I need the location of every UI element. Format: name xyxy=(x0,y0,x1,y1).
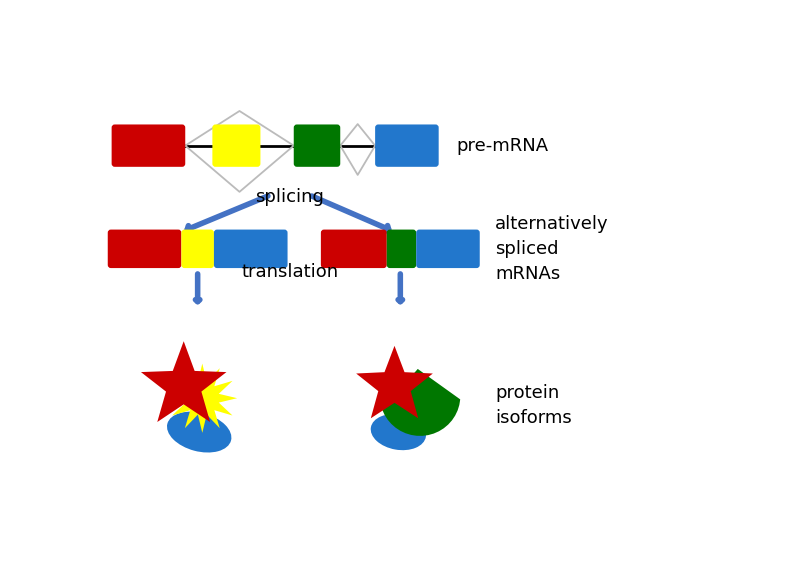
Ellipse shape xyxy=(167,412,231,452)
Text: splicing: splicing xyxy=(255,188,324,206)
FancyBboxPatch shape xyxy=(321,229,386,268)
FancyBboxPatch shape xyxy=(212,125,261,167)
FancyBboxPatch shape xyxy=(294,125,340,167)
Polygon shape xyxy=(167,364,237,433)
Text: translation: translation xyxy=(242,263,338,281)
Text: alternatively
spliced
mRNAs: alternatively spliced mRNAs xyxy=(495,215,609,283)
Polygon shape xyxy=(141,341,226,422)
FancyBboxPatch shape xyxy=(182,229,214,268)
FancyBboxPatch shape xyxy=(386,229,416,268)
FancyBboxPatch shape xyxy=(108,229,182,268)
Text: protein
isoforms: protein isoforms xyxy=(495,384,572,427)
FancyBboxPatch shape xyxy=(416,229,480,268)
FancyBboxPatch shape xyxy=(112,125,186,167)
FancyBboxPatch shape xyxy=(375,125,438,167)
Polygon shape xyxy=(356,346,433,418)
Text: pre-mRNA: pre-mRNA xyxy=(457,137,549,154)
Ellipse shape xyxy=(370,414,426,450)
FancyBboxPatch shape xyxy=(214,229,287,268)
Polygon shape xyxy=(382,369,460,436)
